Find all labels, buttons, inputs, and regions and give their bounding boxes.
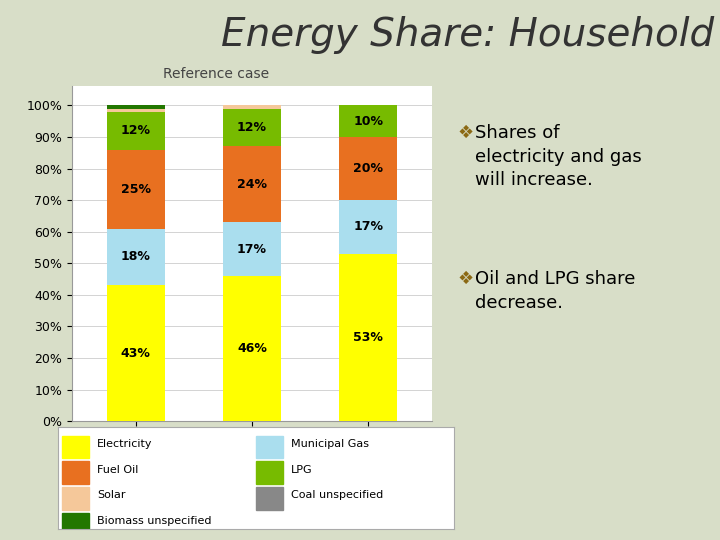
Bar [62,436,89,458]
Bar [339,137,397,200]
Bar [256,462,284,484]
Bar [62,513,89,535]
Text: Biomass unspecified: Biomass unspecified [97,516,212,526]
Text: 43%: 43% [121,347,150,360]
Bar [223,146,281,222]
Bar [256,487,284,510]
Text: Solar: Solar [97,490,126,501]
Text: 46%: 46% [237,342,267,355]
Text: 17%: 17% [237,242,267,255]
Bar [339,254,397,421]
Bar [339,200,397,254]
Text: 53%: 53% [354,331,383,344]
Text: Electricity: Electricity [97,439,153,449]
Text: ❖: ❖ [457,270,473,288]
Text: Oil and LPG share
decrease.: Oil and LPG share decrease. [475,270,636,312]
Text: 25%: 25% [121,183,151,195]
Text: 10%: 10% [353,114,383,127]
Text: 20%: 20% [353,162,383,175]
Bar [223,222,281,276]
Bar [107,109,165,112]
Bar [107,150,165,228]
Text: 18%: 18% [121,251,150,264]
Bar [62,487,89,510]
Text: Fuel Oil: Fuel Oil [97,465,138,475]
Text: Municipal Gas: Municipal Gas [291,439,369,449]
Bar [339,105,397,137]
Text: ❖: ❖ [457,124,473,142]
Bar [107,228,165,285]
Bar [223,105,281,109]
Bar [62,462,89,484]
Bar [107,105,165,109]
Text: 24%: 24% [237,178,267,191]
Bar [223,109,281,146]
Bar [107,112,165,150]
Bar [107,285,165,421]
Text: Reference case: Reference case [163,68,269,82]
Bar [223,276,281,421]
Text: 17%: 17% [353,220,383,233]
Text: Shares of
electricity and gas
will increase.: Shares of electricity and gas will incre… [475,124,642,190]
Text: LPG: LPG [291,465,313,475]
Bar [256,436,284,458]
Text: Coal unspecified: Coal unspecified [291,490,384,501]
Text: Energy Share: Household: Energy Share: Household [222,16,714,54]
Text: 12%: 12% [121,124,151,137]
Text: 12%: 12% [237,121,267,134]
